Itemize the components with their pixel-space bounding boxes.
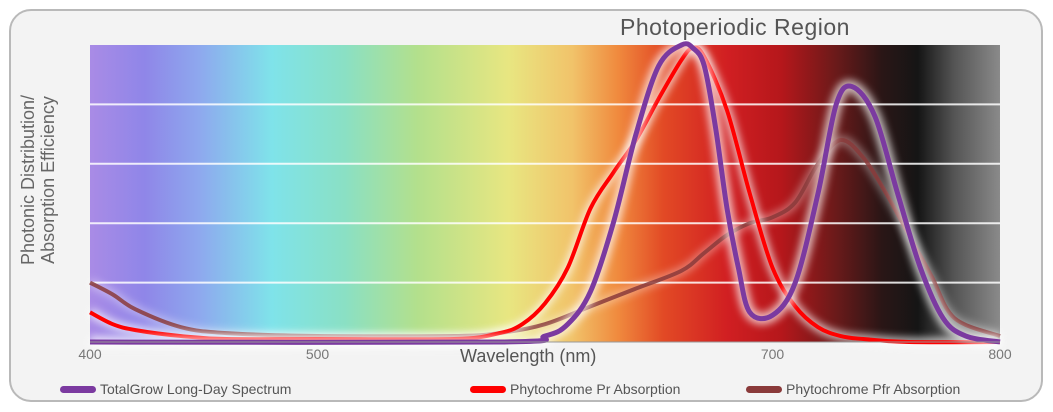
legend-item-pfr: Phytochrome Pfr Absorption (746, 381, 960, 397)
x-tick-label-800: 800 (988, 346, 1012, 362)
x-tick-label-400: 400 (78, 346, 102, 362)
y-axis-label-text: Photonic Distribution/ Absorption Effici… (18, 94, 58, 266)
x-axis-label: Wavelength (nm) (460, 346, 597, 366)
x-tick-label-700: 700 (760, 346, 785, 362)
legend-swatch-purple (60, 385, 96, 393)
legend-label: Phytochrome Pr Absorption (510, 381, 681, 397)
legend-swatch-darkred (746, 385, 782, 393)
y-axis-label: Photonic Distribution/ Absorption Effici… (18, 50, 58, 310)
legend-item-totalgrow: TotalGrow Long-Day Spectrum (60, 381, 291, 397)
gridlines (90, 103, 1000, 284)
series-line-2 (89, 138, 1001, 339)
spectrum-background (90, 45, 1000, 342)
legend-label: TotalGrow Long-Day Spectrum (100, 381, 292, 397)
x-tick-label-500: 500 (305, 346, 330, 362)
legend-label: Phytochrome Pfr Absorption (786, 381, 961, 397)
series-line-0 (89, 41, 1001, 345)
legend-item-pr: Phytochrome Pr Absorption (470, 381, 680, 397)
series-layer (87, 37, 1002, 349)
chart-title: Photoperiodic Region (620, 14, 850, 40)
legend-swatch-red (470, 385, 506, 393)
